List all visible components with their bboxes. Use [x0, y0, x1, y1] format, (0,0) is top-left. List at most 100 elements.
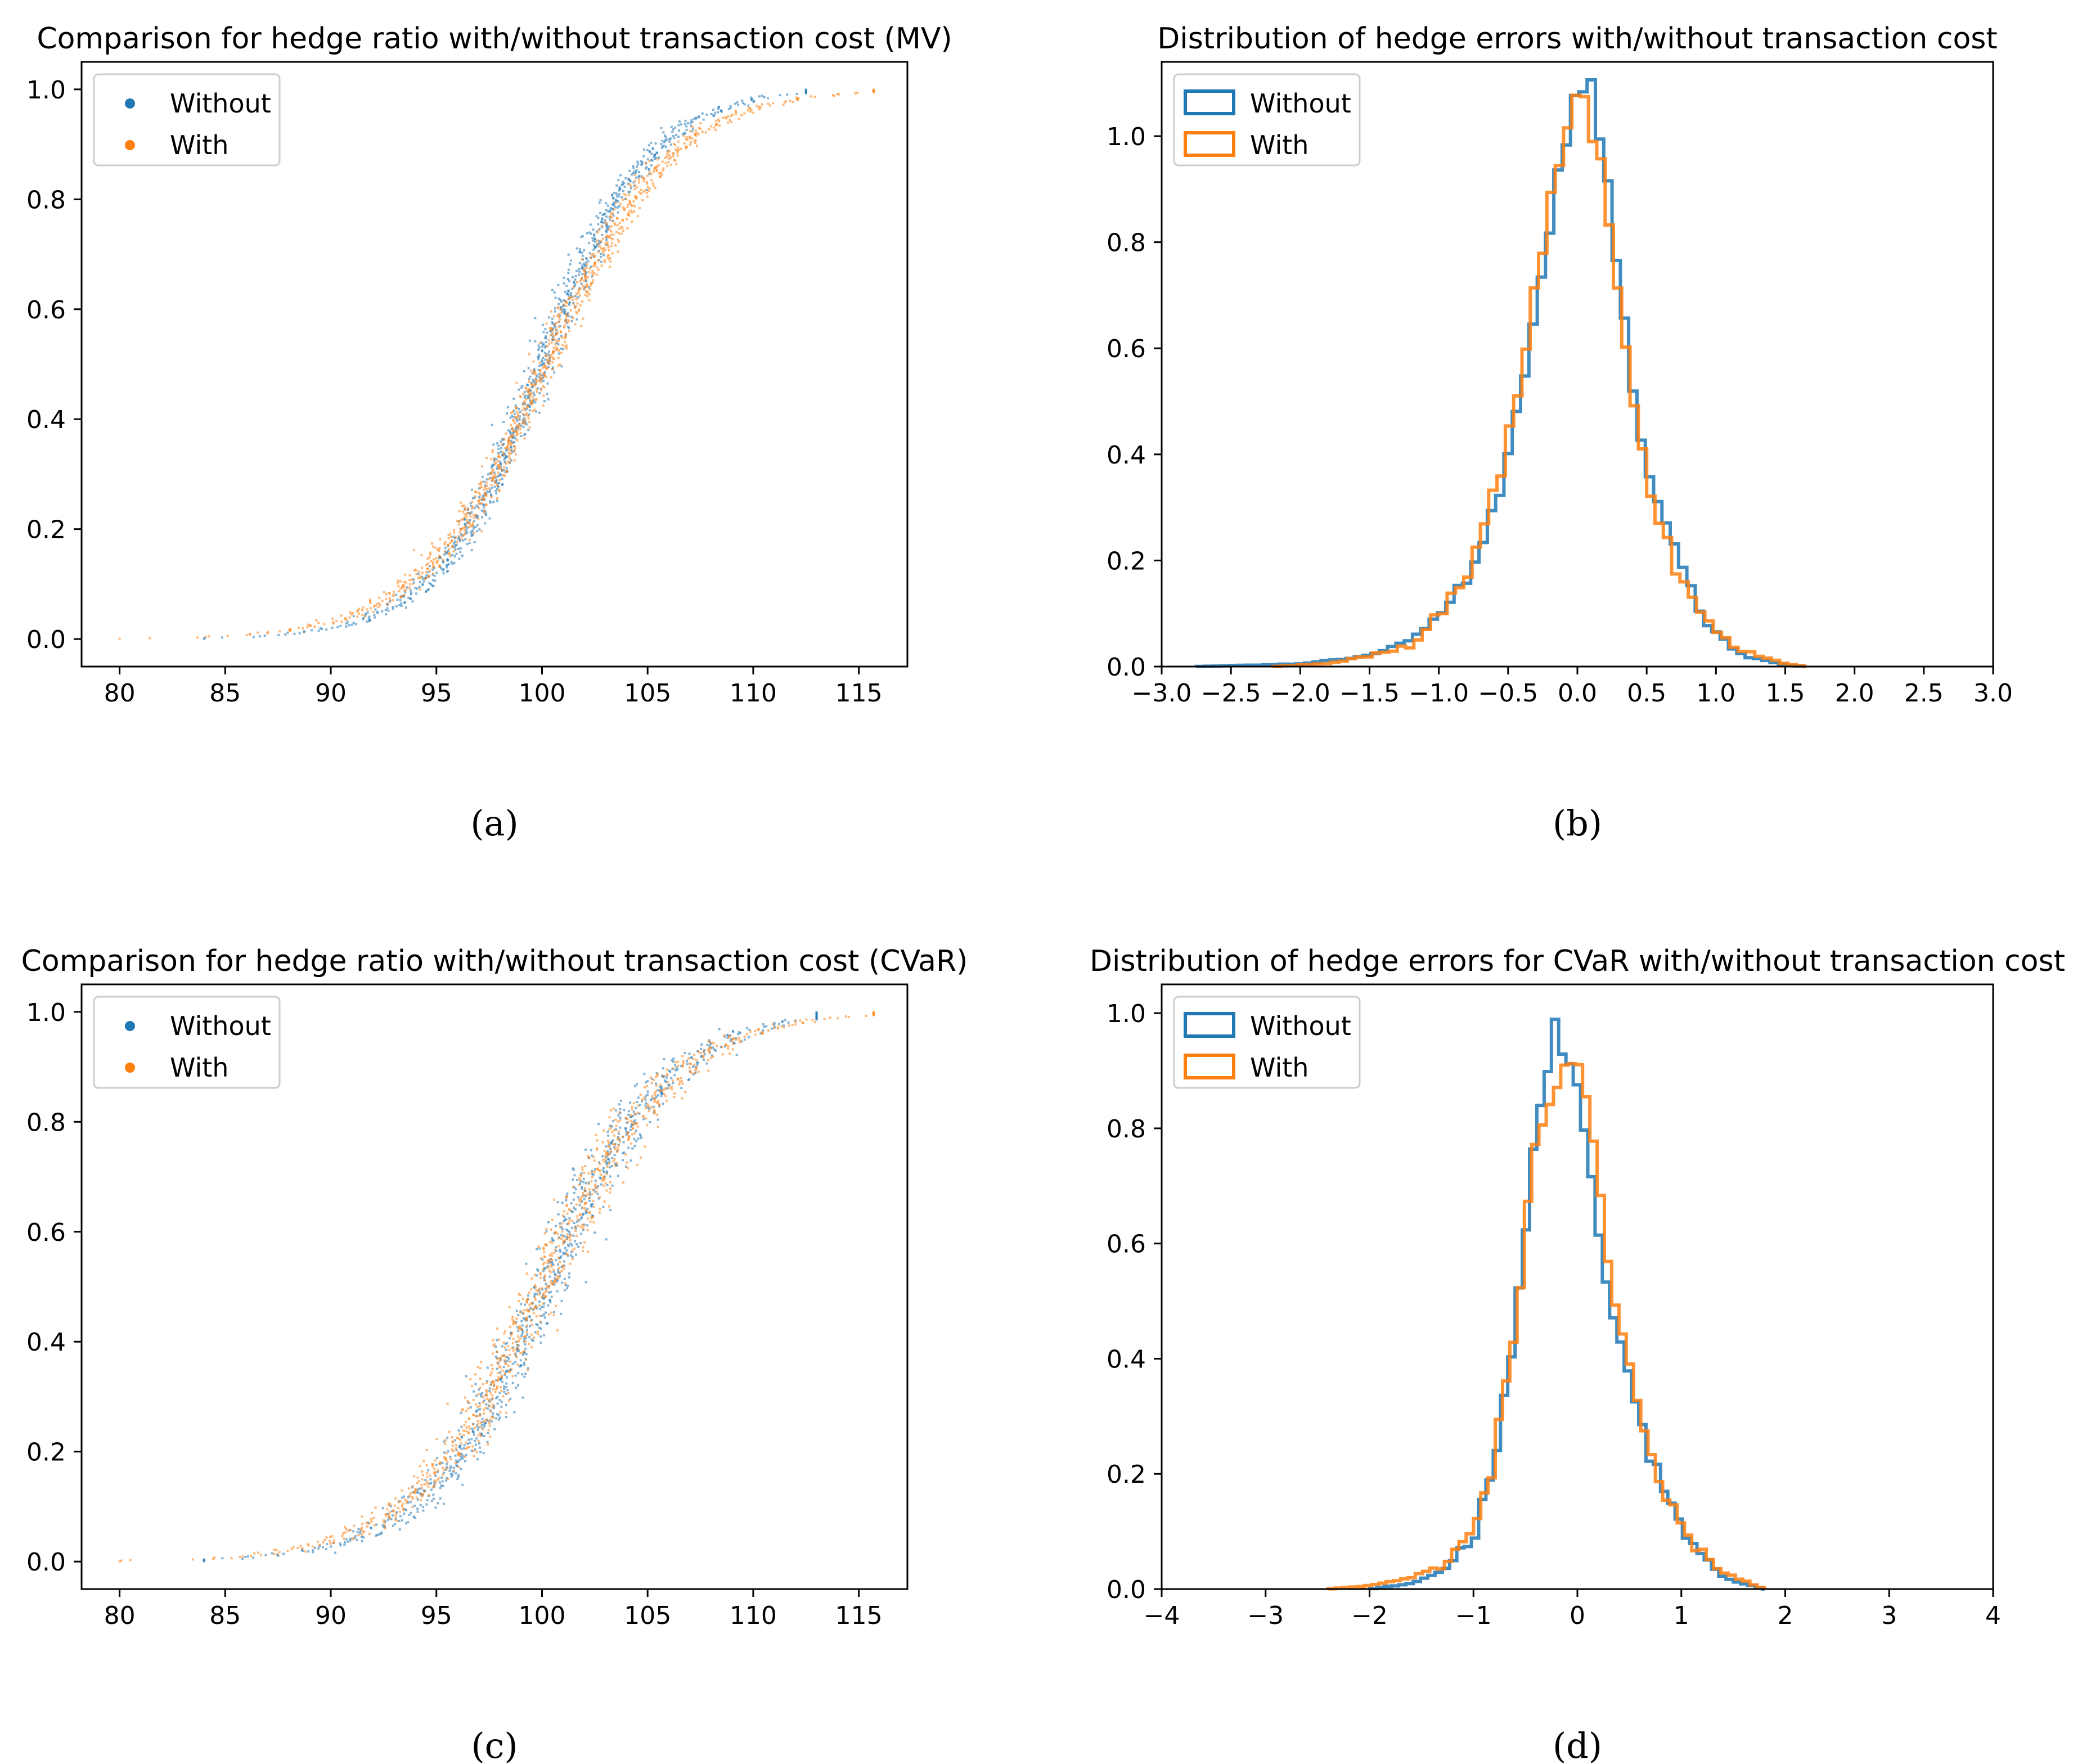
scatter-point [516, 1350, 519, 1353]
scatter-point [586, 1217, 589, 1220]
scatter-point [586, 295, 589, 298]
scatter-point [636, 1083, 638, 1086]
scatter-point [617, 1114, 620, 1117]
scatter-point [534, 381, 537, 384]
scatter-point [557, 1276, 560, 1279]
scatter-point [557, 1237, 560, 1240]
scatter-point [672, 1060, 675, 1063]
scatter-point [479, 1421, 482, 1424]
scatter-point [459, 1438, 462, 1441]
scatter-point [578, 308, 581, 311]
scatter-point [496, 482, 499, 485]
scatter-point [398, 1528, 401, 1531]
histogram-with [1271, 93, 1806, 668]
scatter-point [422, 580, 425, 583]
scatter-point [385, 1514, 388, 1517]
scatter-point [549, 1260, 552, 1263]
scatter-point [600, 240, 602, 242]
scatter-point [624, 1127, 627, 1130]
scatter-point [656, 1100, 659, 1102]
scatter-point [578, 1199, 581, 1202]
scatter-point [557, 316, 560, 318]
scatter-point [410, 1511, 412, 1514]
scatter-point [547, 339, 550, 341]
scatter-point [672, 152, 674, 155]
scatter-point [509, 1325, 511, 1328]
scatter-point [593, 254, 596, 257]
scatter-point [621, 1135, 624, 1138]
scatter-point [625, 1130, 628, 1133]
scatter-point [463, 518, 466, 520]
scatter-point [509, 1397, 512, 1400]
scatter-point [625, 1117, 628, 1119]
scatter-point [491, 1352, 494, 1355]
scatter-point [732, 1042, 735, 1045]
scatter-point [471, 506, 474, 508]
scatter-point [511, 1316, 514, 1318]
scatter-point [586, 232, 588, 235]
scatter-point [471, 521, 474, 524]
scatter-point [578, 273, 581, 276]
scatter-point [516, 411, 519, 413]
scatter-point [467, 522, 470, 525]
scatter-point [480, 509, 483, 512]
scatter-point [735, 111, 738, 114]
scatter-point [609, 210, 611, 213]
scatter-point [617, 1138, 619, 1141]
scatter-point [406, 1500, 409, 1502]
scatter-point [539, 376, 542, 379]
scatter-point [626, 1132, 628, 1135]
scatter-point [507, 443, 510, 446]
scatter-point [773, 1022, 776, 1024]
scatter-point [655, 169, 658, 172]
x-tick-label: −3.0 [1132, 679, 1192, 708]
scatter-point [514, 1354, 517, 1357]
scatter-point [757, 1028, 760, 1030]
scatter-point [554, 1281, 557, 1284]
scatter-point [213, 1556, 216, 1559]
scatter-point [368, 600, 371, 603]
scatter-point [488, 1387, 491, 1390]
scatter-point [586, 1208, 589, 1210]
scatter-point [417, 1480, 420, 1483]
scatter-point [467, 1438, 470, 1441]
scatter-point [546, 358, 549, 361]
scatter-point [564, 1218, 566, 1221]
scatter-point [523, 420, 525, 423]
scatter-point [533, 1307, 536, 1310]
scatter-point [466, 518, 469, 521]
scatter-point [550, 1282, 553, 1285]
scatter-point [579, 287, 582, 290]
y-tick-label: 0.4 [1107, 1345, 1146, 1374]
scatter-point [590, 1149, 592, 1151]
scatter-point [344, 616, 347, 619]
scatter-point [635, 172, 637, 174]
scatter-point [498, 1360, 501, 1362]
scatter-point [717, 111, 720, 114]
scatter-point [587, 271, 590, 274]
scatter-point [596, 1139, 599, 1142]
x-tick-label: 95 [421, 1601, 452, 1630]
scatter-point [621, 1159, 624, 1162]
scatter-point [618, 187, 621, 190]
scatter-point [542, 1270, 545, 1272]
scatter-point [601, 1141, 604, 1144]
scatter-point [510, 446, 512, 448]
scatter-point [592, 1173, 595, 1176]
scatter-point [436, 1457, 439, 1460]
scatter-point [339, 1544, 342, 1547]
scatter-point [662, 1067, 664, 1070]
scatter-point [708, 1049, 711, 1052]
scatter-point [631, 1105, 633, 1108]
scatter-point [461, 510, 464, 513]
scatter-point [537, 1333, 539, 1335]
scatter-point [352, 615, 355, 618]
scatter-point [518, 1326, 520, 1329]
scatter-point [550, 1228, 552, 1231]
scatter-point [734, 102, 736, 105]
scatter-point [484, 484, 487, 487]
scatter-point [551, 317, 554, 320]
scatter-point [617, 179, 620, 182]
scatter-point [584, 1195, 587, 1198]
